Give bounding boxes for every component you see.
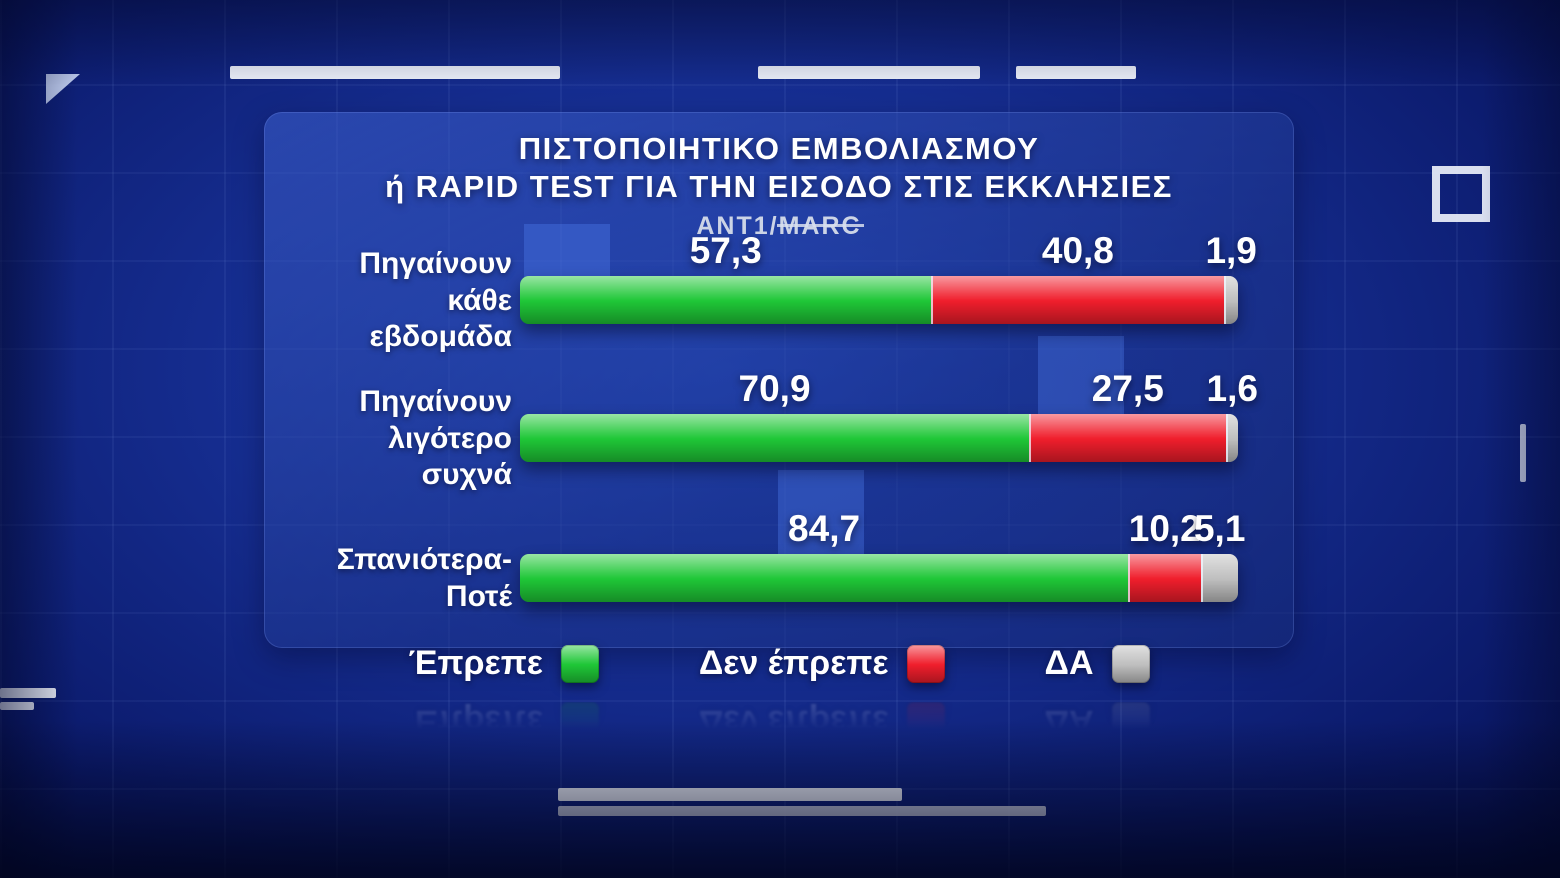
stacked-bar	[520, 276, 1238, 324]
bar-area: 84,7 10,2 5,1	[520, 508, 1245, 604]
bar-segment-green	[520, 554, 1129, 602]
legend-swatch-green-icon	[560, 644, 599, 683]
square-outline-decor	[1432, 166, 1490, 222]
chart-panel: ΠΙΣΤΟΠΟΙΗΤΙΚΟ ΕΜΒΟΛΙΑΣΜΟΥ ή RAPID TEST Γ…	[264, 112, 1294, 648]
chart-title: ΠΙΣΤΟΠΟΙΗΤΙΚΟ ΕΜΒΟΛΙΑΣΜΟΥ ή RAPID TEST Γ…	[264, 130, 1294, 241]
bar-area: 57,3 40,8 1,9	[520, 230, 1257, 326]
legend-item-da: ΔΑ	[1045, 644, 1150, 683]
bar-segment-green	[520, 276, 932, 324]
left-tick-decor	[0, 688, 56, 698]
bottom-line-decor	[558, 806, 1046, 816]
value-label-gray: 5,1	[1193, 508, 1246, 549]
bar-row: Σπανιότερα- Ποτέ 84,7 10,2 5,1	[264, 508, 1294, 613]
bar-segment-red	[931, 276, 1225, 324]
value-label-red: 40,8	[1041, 230, 1114, 271]
bottom-line-decor	[558, 788, 902, 801]
top-line-decor	[230, 66, 560, 79]
corner-triangle-decor	[46, 74, 80, 104]
value-label-green: 70,9	[738, 368, 811, 409]
bar-row: Πηγαίνουν λιγότερο συχνά 70,9 27,5 1,6	[264, 368, 1294, 492]
left-tick-decor	[0, 702, 34, 710]
legend-reflection: Έπρεπε Δεν έπρεπε ΔΑ	[264, 702, 1294, 741]
legend-swatch-green-icon	[560, 702, 599, 741]
legend-item-reflection: Έπρεπε	[408, 702, 599, 741]
value-labels: 70,9 27,5 1,6	[520, 368, 1258, 414]
legend-swatch-gray-icon	[1111, 702, 1150, 741]
bar-segment-gray	[1224, 276, 1238, 324]
value-labels: 84,7 10,2 5,1	[520, 508, 1245, 554]
value-label-gray: 1,6	[1206, 368, 1258, 409]
legend-item-den-eprepe: Δεν έπρεπε	[699, 644, 945, 683]
category-label: Πηγαίνουν λιγότερο συχνά	[359, 385, 512, 492]
value-label-green: 84,7	[788, 508, 861, 549]
legend-label: Δεν έπρεπε	[698, 703, 889, 741]
bar-row: Πηγαίνουν κάθε εβδομάδα 57,3 40,8 1,9	[264, 230, 1294, 354]
legend-swatch-red-icon	[906, 702, 945, 741]
legend: Έπρεπε Δεν έπρεπε ΔΑ	[264, 644, 1294, 683]
category-label: Σπανιότερα- Ποτέ	[336, 543, 512, 613]
bar-segment-red	[1128, 554, 1202, 602]
stacked-bar	[520, 554, 1238, 602]
value-label-gray: 1,9	[1205, 230, 1257, 271]
legend-label: Έπρεπε	[408, 644, 543, 682]
bar-segment-green	[520, 414, 1030, 462]
legend-label: Δεν έπρεπε	[698, 644, 889, 682]
stacked-bar	[520, 414, 1238, 462]
value-label-red: 10,2	[1128, 508, 1201, 549]
bar-segment-red	[1029, 414, 1227, 462]
chart-title-line2: ή RAPID TEST ΓΙΑ ΤΗΝ ΕΙΣΟΔΟ ΣΤΙΣ ΕΚΚΛΗΣΙ…	[385, 168, 1173, 204]
legend-label: ΔΑ	[1044, 703, 1094, 741]
legend-label: ΔΑ	[1044, 644, 1094, 682]
top-line-decor	[758, 66, 980, 79]
bar-area: 70,9 27,5 1,6	[520, 368, 1258, 464]
top-line-decor	[1016, 66, 1136, 79]
legend-item-reflection: Δεν έπρεπε	[699, 702, 945, 741]
bar-segment-gray	[1226, 414, 1238, 462]
legend-item-reflection: ΔΑ	[1045, 702, 1150, 741]
legend-label: Έπρεπε	[408, 703, 543, 741]
category-label: Πηγαίνουν κάθε εβδομάδα	[359, 247, 512, 354]
legend-swatch-red-icon	[906, 644, 945, 683]
value-labels: 57,3 40,8 1,9	[520, 230, 1257, 276]
legend-item-eprepe: Έπρεπε	[408, 644, 599, 683]
legend-swatch-gray-icon	[1111, 644, 1150, 683]
bar-segment-gray	[1201, 554, 1238, 602]
chart-title-line1: ΠΙΣΤΟΠΟΙΗΤΙΚΟ ΕΜΒΟΛΙΑΣΜΟΥ	[518, 131, 1040, 166]
right-tick-decor	[1520, 424, 1526, 482]
value-label-green: 57,3	[689, 230, 762, 271]
value-label-red: 27,5	[1091, 368, 1164, 409]
